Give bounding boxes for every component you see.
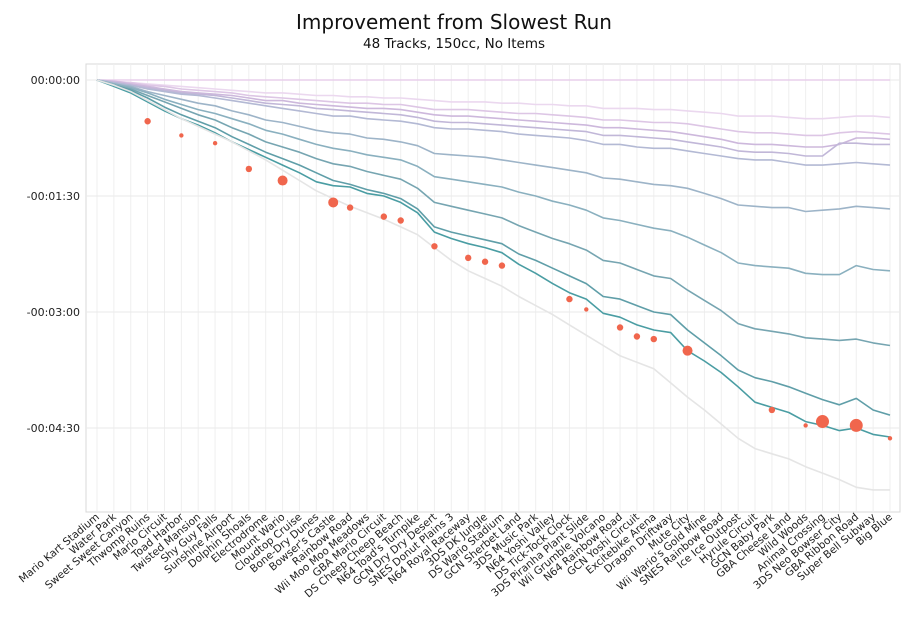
series-line [96,79,891,137]
y-tick-label: 00:00:00 [31,74,80,87]
data-point [633,333,641,340]
series-line [96,79,891,347]
series-line [96,79,890,157]
data-point [616,324,624,331]
data-point [346,204,354,211]
data-point [566,295,573,303]
series-line [96,79,891,148]
data-point [245,165,253,173]
series-line [96,79,890,491]
data-point [481,258,489,265]
data-point [328,197,339,208]
series-lines [96,79,891,491]
data-point [397,217,404,224]
series-line [96,79,891,166]
series-line [96,79,891,416]
data-point [277,175,288,186]
series-line [96,79,891,213]
y-tick-label: -00:01:30 [27,190,80,203]
data-point [380,213,388,220]
y-axis-ticks: 00:00:00 -00:01:30 -00:03:00 -00:04:30 [27,74,80,435]
grid [85,63,901,513]
series-line [96,79,891,276]
data-point [498,262,506,269]
chart-title: Improvement from Slowest Run [296,10,612,34]
plot-frame [85,63,901,513]
data-point [768,406,776,414]
markers [144,118,893,441]
data-point [431,243,438,250]
data-point [584,307,589,312]
data-point [816,415,830,429]
data-point [682,345,693,356]
data-point [464,254,472,262]
data-point [887,436,893,441]
series-line [96,79,891,120]
data-point [212,140,218,146]
data-point [650,335,657,343]
data-point [144,118,151,125]
data-point [179,133,184,138]
data-point [803,423,808,428]
chart-subtitle: 48 Tracks, 150cc, No Items [363,36,545,52]
y-tick-label: -00:04:30 [27,422,80,435]
data-point [849,418,863,432]
y-tick-label: -00:03:00 [27,306,80,319]
